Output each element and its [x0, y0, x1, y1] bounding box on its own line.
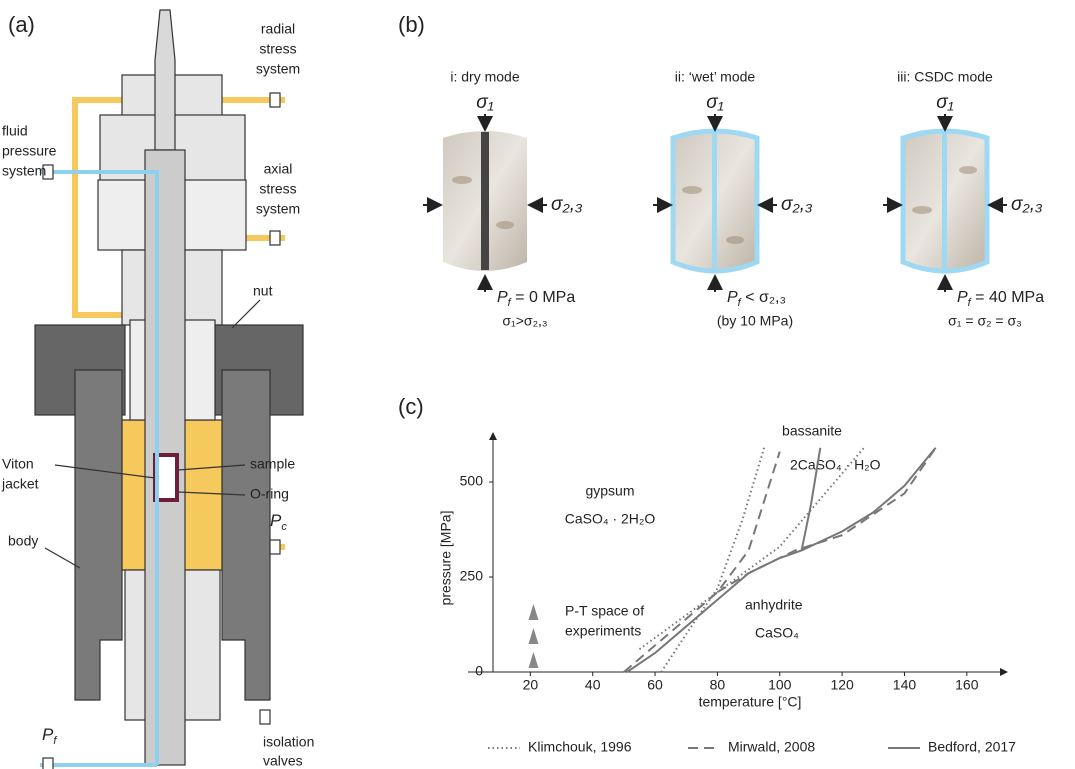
x-tick-label: 40: [585, 677, 601, 693]
x-tick-label: 60: [647, 677, 663, 693]
mode-title: iii: CSDC mode: [897, 69, 993, 85]
chart-annotation: CaSO₄: [755, 625, 799, 641]
label: axial: [264, 161, 293, 177]
label: nut: [253, 283, 273, 299]
note: (by 10 MPa): [717, 313, 793, 329]
symbol: P: [727, 289, 738, 306]
label: jacket: [1, 476, 39, 492]
note: σ₁ = σ₂ = σ₃: [948, 313, 1022, 329]
text: < σ₂,₃: [741, 289, 786, 306]
chart-annotation: CaSO₄ · 2H₂O: [565, 511, 656, 527]
stress-label: σ₁: [936, 92, 953, 113]
experiment-marker: [528, 652, 538, 668]
label: isolation: [263, 734, 314, 750]
stress-label: σ₁: [476, 92, 493, 113]
panel-label: (b): [398, 12, 425, 37]
mode-title: i: dry mode: [450, 69, 519, 85]
y-axis-label: pressure [MPa]: [438, 511, 454, 606]
pore-pressure: Pf < σ₂,₃: [727, 289, 786, 309]
label: body: [8, 533, 38, 549]
x-tick-label: 140: [893, 677, 917, 693]
chart-annotation: 2CaSO₄ · H₂O: [790, 457, 881, 473]
panel-label: (a): [8, 12, 35, 37]
y-tick-label: 500: [460, 473, 484, 489]
x-tick-label: 80: [710, 677, 726, 693]
symbol: P: [42, 725, 54, 744]
label: sample: [250, 456, 295, 472]
chart-annotation: bassanite: [782, 423, 842, 439]
pore-pressure: Pf = 40 MPa: [957, 289, 1044, 309]
rock-samples: [443, 131, 987, 271]
label: radial: [261, 21, 295, 37]
subscript: f: [53, 735, 57, 747]
symbol: P: [497, 289, 508, 306]
text: = 0 MPa: [511, 289, 576, 306]
label: stress: [259, 181, 296, 197]
stress-label: σ₁: [706, 92, 723, 113]
chart-annotation: P-T space of: [565, 603, 644, 619]
y-tick-label: 0: [475, 663, 483, 679]
label: O-ring: [250, 486, 289, 502]
stress-label: σ₂,₃: [551, 194, 583, 215]
label: fluid: [2, 123, 28, 139]
chart-annotation: gypsum: [585, 483, 634, 499]
label: Pc: [270, 511, 287, 532]
subscript: c: [281, 521, 287, 533]
text: = 40 MPa: [971, 289, 1044, 306]
x-tick-label: 120: [830, 677, 854, 693]
label: system: [256, 61, 300, 77]
label: stress: [259, 41, 296, 57]
stress-label: σ₂,₃: [1011, 194, 1043, 215]
mode-title: ii: ‘wet’ mode: [675, 69, 756, 85]
x-tick-label: 100: [768, 677, 792, 693]
label: system: [2, 163, 46, 179]
stress-label: σ₂,₃: [781, 194, 813, 215]
experiment-marker: [528, 604, 538, 620]
label: pressure: [2, 143, 57, 159]
pore-pressure: Pf = 0 MPa: [497, 289, 575, 309]
x-tick-label: 160: [955, 677, 979, 693]
note: σ₁>σ₂,₃: [502, 313, 547, 329]
symbol: P: [957, 289, 968, 306]
label: valves: [263, 753, 303, 769]
legend-label: Mirwald, 2008: [728, 739, 815, 755]
label: system: [256, 201, 300, 217]
y-tick-label: 250: [460, 568, 484, 584]
chart-annotation: anhydrite: [745, 597, 803, 613]
x-tick-label: 20: [523, 677, 539, 693]
panel-label: (c): [398, 394, 424, 419]
label: Pf: [42, 725, 57, 746]
legend-label: Klimchouk, 1996: [528, 739, 632, 755]
symbol: P: [270, 511, 282, 530]
apparatus: [35, 10, 303, 769]
figure: (a) radial stress system fluid pressure system…: [0, 0, 1075, 769]
chart-annotation: experiments: [565, 623, 641, 639]
label: Viton: [2, 456, 34, 472]
x-axis-label: temperature [°C]: [699, 694, 802, 710]
experiment-marker: [528, 628, 538, 644]
legend-label: Bedford, 2017: [928, 739, 1016, 755]
